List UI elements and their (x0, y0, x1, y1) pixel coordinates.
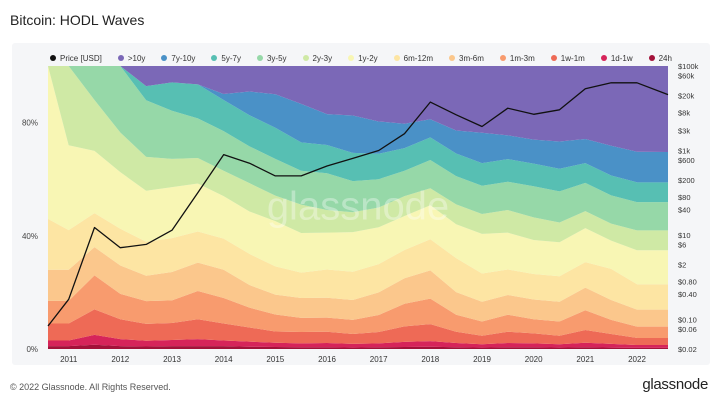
legend-label: 1w-1m (560, 53, 585, 63)
legend-swatch (50, 55, 57, 61)
price-tick-label: $0.80 (678, 277, 697, 286)
price-tick-label: $40 (678, 206, 691, 215)
legend-label: 3m-6m (459, 53, 484, 63)
price-tick-label: $0.02 (678, 345, 697, 354)
percent-tick-label: 80% (22, 119, 38, 128)
legend-item[interactable]: 5y-7y (211, 50, 241, 66)
area-band-1m-3m (48, 275, 668, 338)
legend-item[interactable]: 7y-10y (161, 50, 195, 66)
legend-swatch (449, 55, 456, 61)
price-tick-label: $1k (678, 146, 690, 155)
x-tick-label: 2019 (473, 355, 491, 364)
price-line (47, 82, 669, 327)
percent-tick-label: 40% (22, 232, 38, 241)
x-tick-label: 2022 (628, 355, 646, 364)
legend-label: 1d-1w (610, 53, 633, 63)
chart-legend: Price [USD] >10y 7y-10y 5y-7y 3y-5y 2y-3y 1y-2… (12, 50, 710, 66)
area-band-7y-10y (48, 66, 668, 183)
price-tick-label: $10 (678, 231, 691, 240)
x-tick-label: 2015 (266, 355, 284, 364)
legend-swatch (393, 55, 400, 61)
price-tick-label: $3k (678, 126, 690, 135)
x-tick-label: 2020 (525, 355, 543, 364)
legend-item[interactable]: Price [USD] (50, 50, 102, 66)
legend-item[interactable]: 3y-5y (256, 50, 287, 66)
price-tick-label: $2 (678, 261, 686, 270)
area-band-5y-7y (48, 66, 668, 203)
area-band-3m-6m (48, 247, 668, 327)
area-band-1y-2y (48, 66, 668, 285)
legend-label: Price [USD] (60, 53, 102, 63)
price-tick-label: $60k (678, 71, 695, 80)
legend-label: >10y (127, 53, 146, 63)
area-layers (48, 66, 668, 349)
price-tick-label: $600 (678, 156, 695, 165)
area-band-24h (48, 344, 668, 349)
legend-swatch (211, 55, 218, 61)
legend-swatch (348, 55, 355, 61)
legend-label: 7y-10y (171, 53, 196, 63)
price-tick-label: $0.10 (678, 315, 697, 324)
percent-tick-label: 0% (26, 345, 38, 354)
legend-label: 1m-3m (509, 53, 535, 63)
legend-item[interactable]: 6m-12m (393, 50, 434, 66)
x-tick-label: 2021 (576, 355, 594, 364)
price-tick-label: $0.40 (678, 290, 697, 299)
legend-item[interactable]: 1m-3m (499, 50, 535, 66)
legend-label: 24h (658, 53, 672, 63)
price-tick-label: $100k (678, 62, 699, 71)
price-tick-label: $80 (678, 193, 691, 202)
area-band-6m-12m (48, 213, 668, 310)
x-tick-label: 2013 (163, 355, 181, 364)
legend-item[interactable]: 1w-1m (550, 50, 585, 66)
x-tick-label: 2014 (215, 355, 233, 364)
brand-logo-text: glassnode (642, 376, 708, 393)
legend-swatch (117, 55, 124, 61)
area-band-1w-1m (48, 309, 668, 346)
x-tick-label: 2016 (318, 355, 336, 364)
copyright-text: © 2022 Glassnode. All Rights Reserved. (10, 382, 171, 392)
x-tick-label: 2012 (111, 355, 129, 364)
page-title: Bitcoin: HODL Waves (10, 12, 145, 28)
legend-label: 3y-5y (266, 53, 287, 63)
x-tick-label: 2011 (60, 355, 78, 364)
legend-item[interactable]: 24h (648, 50, 672, 66)
area-band-3y-5y (48, 66, 668, 231)
legend-item[interactable]: 2y-3y (302, 50, 333, 66)
legend-swatch (600, 55, 607, 61)
legend-label: 2y-3y (312, 53, 333, 63)
x-tick-label: 2017 (370, 355, 388, 364)
legend-label: 1y-2y (358, 53, 378, 63)
price-tick-label: $20k (678, 92, 695, 101)
legend-swatch (302, 55, 309, 61)
price-tick-label: $0.06 (678, 325, 697, 334)
price-tick-label: $6 (678, 240, 686, 249)
legend-item[interactable]: 3m-6m (449, 50, 484, 66)
legend-swatch (161, 55, 168, 61)
area-band-over-10y (48, 66, 668, 153)
legend-label: 5y-7y (221, 53, 241, 63)
legend-item[interactable]: 1y-2y (348, 50, 378, 66)
legend-swatch (256, 55, 263, 61)
area-band-2y-3y (48, 66, 668, 251)
legend-swatch (550, 55, 557, 61)
legend-swatch (499, 55, 506, 61)
price-tick-label: $8k (678, 108, 690, 117)
legend-item[interactable]: 1d-1w (600, 50, 633, 66)
watermark-text: glassnode (267, 185, 449, 229)
legend-item[interactable]: >10y (117, 50, 146, 66)
price-tick-label: $200 (678, 176, 695, 185)
legend-label: 6m-12m (403, 53, 434, 63)
area-band-1d-1w (48, 334, 668, 348)
legend-swatch (648, 55, 655, 61)
x-tick-label: 2018 (421, 355, 439, 364)
